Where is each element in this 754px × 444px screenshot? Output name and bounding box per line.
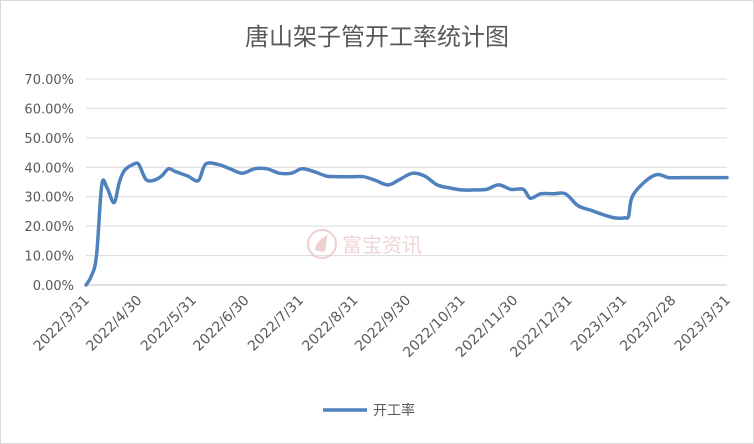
x-tick-label: 2023/3/31 bbox=[672, 293, 734, 355]
legend-label: 开工率 bbox=[373, 402, 415, 419]
y-tick-label: 70.00% bbox=[24, 73, 74, 88]
gridlines bbox=[86, 78, 727, 286]
watermark-text: 富宝资讯 bbox=[342, 233, 422, 257]
x-tick-label: 2022/8/31 bbox=[299, 293, 361, 355]
x-tick-label: 2022/6/30 bbox=[191, 293, 253, 355]
series-group bbox=[84, 161, 729, 287]
y-axis-ticks: 0.00% 10.00% 20.00% 30.00% 40.00% 50.00% 60.00… bbox=[24, 73, 74, 294]
x-tick-label: 2022/4/30 bbox=[83, 293, 145, 355]
chart-title: 唐山架子管开工率统计图 bbox=[245, 23, 509, 51]
y-tick-label: 50.00% bbox=[24, 132, 74, 147]
y-tick-label: 60.00% bbox=[24, 102, 74, 117]
y-tick-label: 30.00% bbox=[24, 191, 74, 206]
y-tick-label: 10.00% bbox=[24, 250, 74, 265]
watermark-logo-icon bbox=[307, 229, 337, 259]
y-tick-label: 20.00% bbox=[24, 220, 74, 235]
legend: 开工率 bbox=[323, 402, 415, 419]
y-tick-label: 0.00% bbox=[33, 279, 74, 294]
x-axis-ticks: 2022/3/312022/4/302022/5/312022/6/302022… bbox=[31, 293, 734, 361]
x-tick-label: 2022/3/31 bbox=[31, 293, 93, 355]
x-tick-label: 2022/7/31 bbox=[245, 293, 307, 355]
series-line bbox=[84, 161, 729, 287]
x-tick-label: 2022/5/31 bbox=[138, 293, 200, 355]
y-tick-label: 40.00% bbox=[24, 161, 74, 176]
watermark: 富宝资讯 bbox=[307, 229, 422, 259]
